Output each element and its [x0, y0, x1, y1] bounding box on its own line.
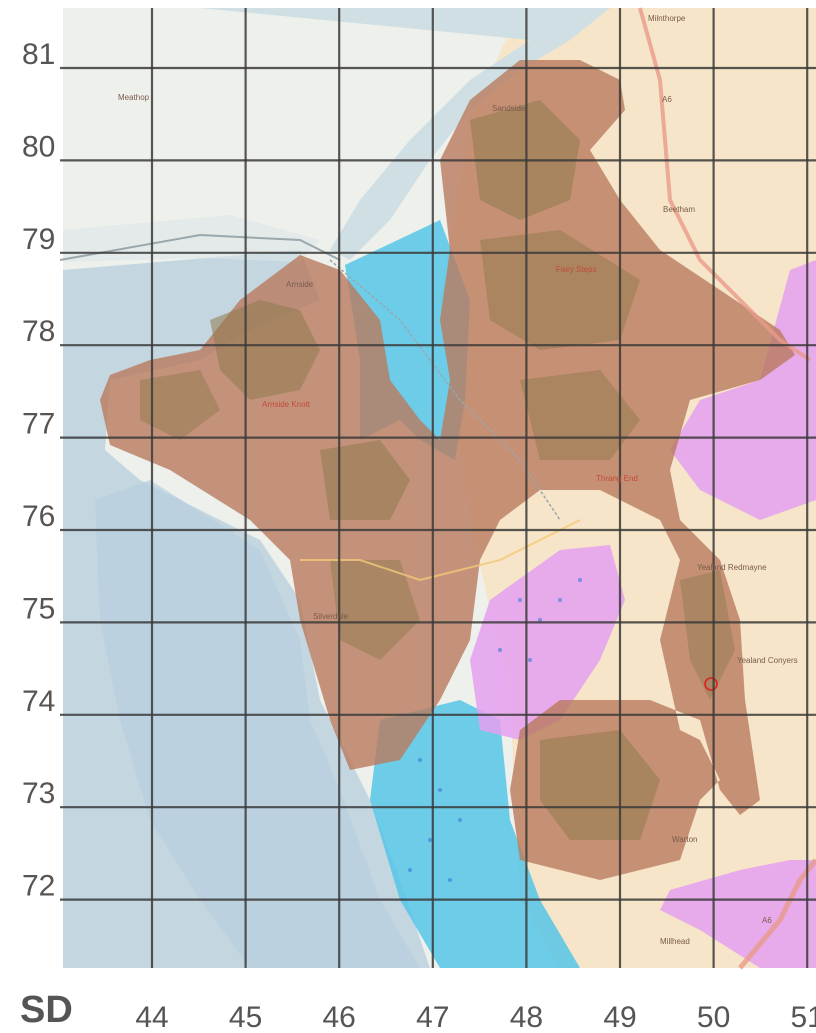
sssi-east [670, 260, 816, 520]
easting-label-44: 44 [135, 1001, 168, 1033]
northing-label-72: 72 [22, 870, 55, 903]
northing-label-73: 73 [22, 777, 55, 810]
label-thrang-end: Thrang End [596, 474, 638, 483]
sssi-central [470, 545, 625, 740]
location-marker-icon[interactable] [704, 677, 718, 691]
easting-label-46: 46 [323, 1001, 356, 1033]
woodland-patch [140, 370, 220, 440]
label-yealand-redmayne: Yealand Redmayne [697, 563, 767, 572]
northing-label-78: 78 [22, 315, 55, 348]
railway-south [329, 259, 561, 521]
label-yealand-conyers: Yealand Conyers [737, 656, 798, 665]
grid-prefix-label: SD [20, 989, 73, 1031]
label-a6-south: A6 [762, 916, 772, 925]
woodland-patch [540, 730, 660, 840]
easting-label-51: 51 [791, 1001, 816, 1033]
northing-labels: 81 80 79 78 77 76 75 74 73 72 [22, 38, 55, 903]
easting-label-48: 48 [510, 1001, 543, 1033]
easting-label-47: 47 [416, 1001, 449, 1033]
northing-label-76: 76 [22, 500, 55, 533]
label-arnside: Arnside [286, 280, 314, 289]
marsh-pattern [408, 578, 582, 882]
woodland-patch [480, 230, 640, 350]
northing-label-81: 81 [22, 38, 55, 71]
easting-labels: 44 45 46 47 48 49 50 51 [135, 1001, 816, 1033]
label-silverdale: Silverdale [313, 612, 349, 621]
woodland-patch [210, 300, 320, 400]
easting-label-49: 49 [603, 1001, 636, 1033]
label-arnside-knott: Arnside Knott [262, 400, 311, 409]
northing-label-74: 74 [22, 685, 55, 718]
railway [59, 233, 341, 261]
easting-label-50: 50 [697, 1001, 730, 1033]
label-milnthorpe: Milnthorpe [648, 14, 686, 23]
estuary-shore [63, 215, 320, 262]
woodland-patch [680, 570, 735, 700]
label-fairy-steps: Fairy Steps [556, 265, 596, 274]
aonb-area [100, 60, 795, 880]
grid-lines [60, 8, 816, 968]
northing-label-80: 80 [22, 130, 55, 163]
sssi-south [660, 860, 816, 968]
label-a6-north: A6 [662, 95, 672, 104]
label-warton: Warton [672, 835, 698, 844]
northing-label-75: 75 [22, 592, 55, 625]
woodland-patch [320, 440, 410, 520]
label-millhead: Millhead [660, 937, 690, 946]
label-beetham: Beetham [663, 205, 695, 214]
woodland-patch [330, 560, 420, 660]
label-sandside: Sandside [492, 104, 526, 113]
easting-label-45: 45 [229, 1001, 262, 1033]
place-labels: Milnthorpe Meathop Sandside Beetham Fair… [118, 14, 798, 946]
label-meathop: Meathop [118, 93, 150, 102]
northing-label-79: 79 [22, 223, 55, 256]
northing-label-77: 77 [22, 408, 55, 441]
